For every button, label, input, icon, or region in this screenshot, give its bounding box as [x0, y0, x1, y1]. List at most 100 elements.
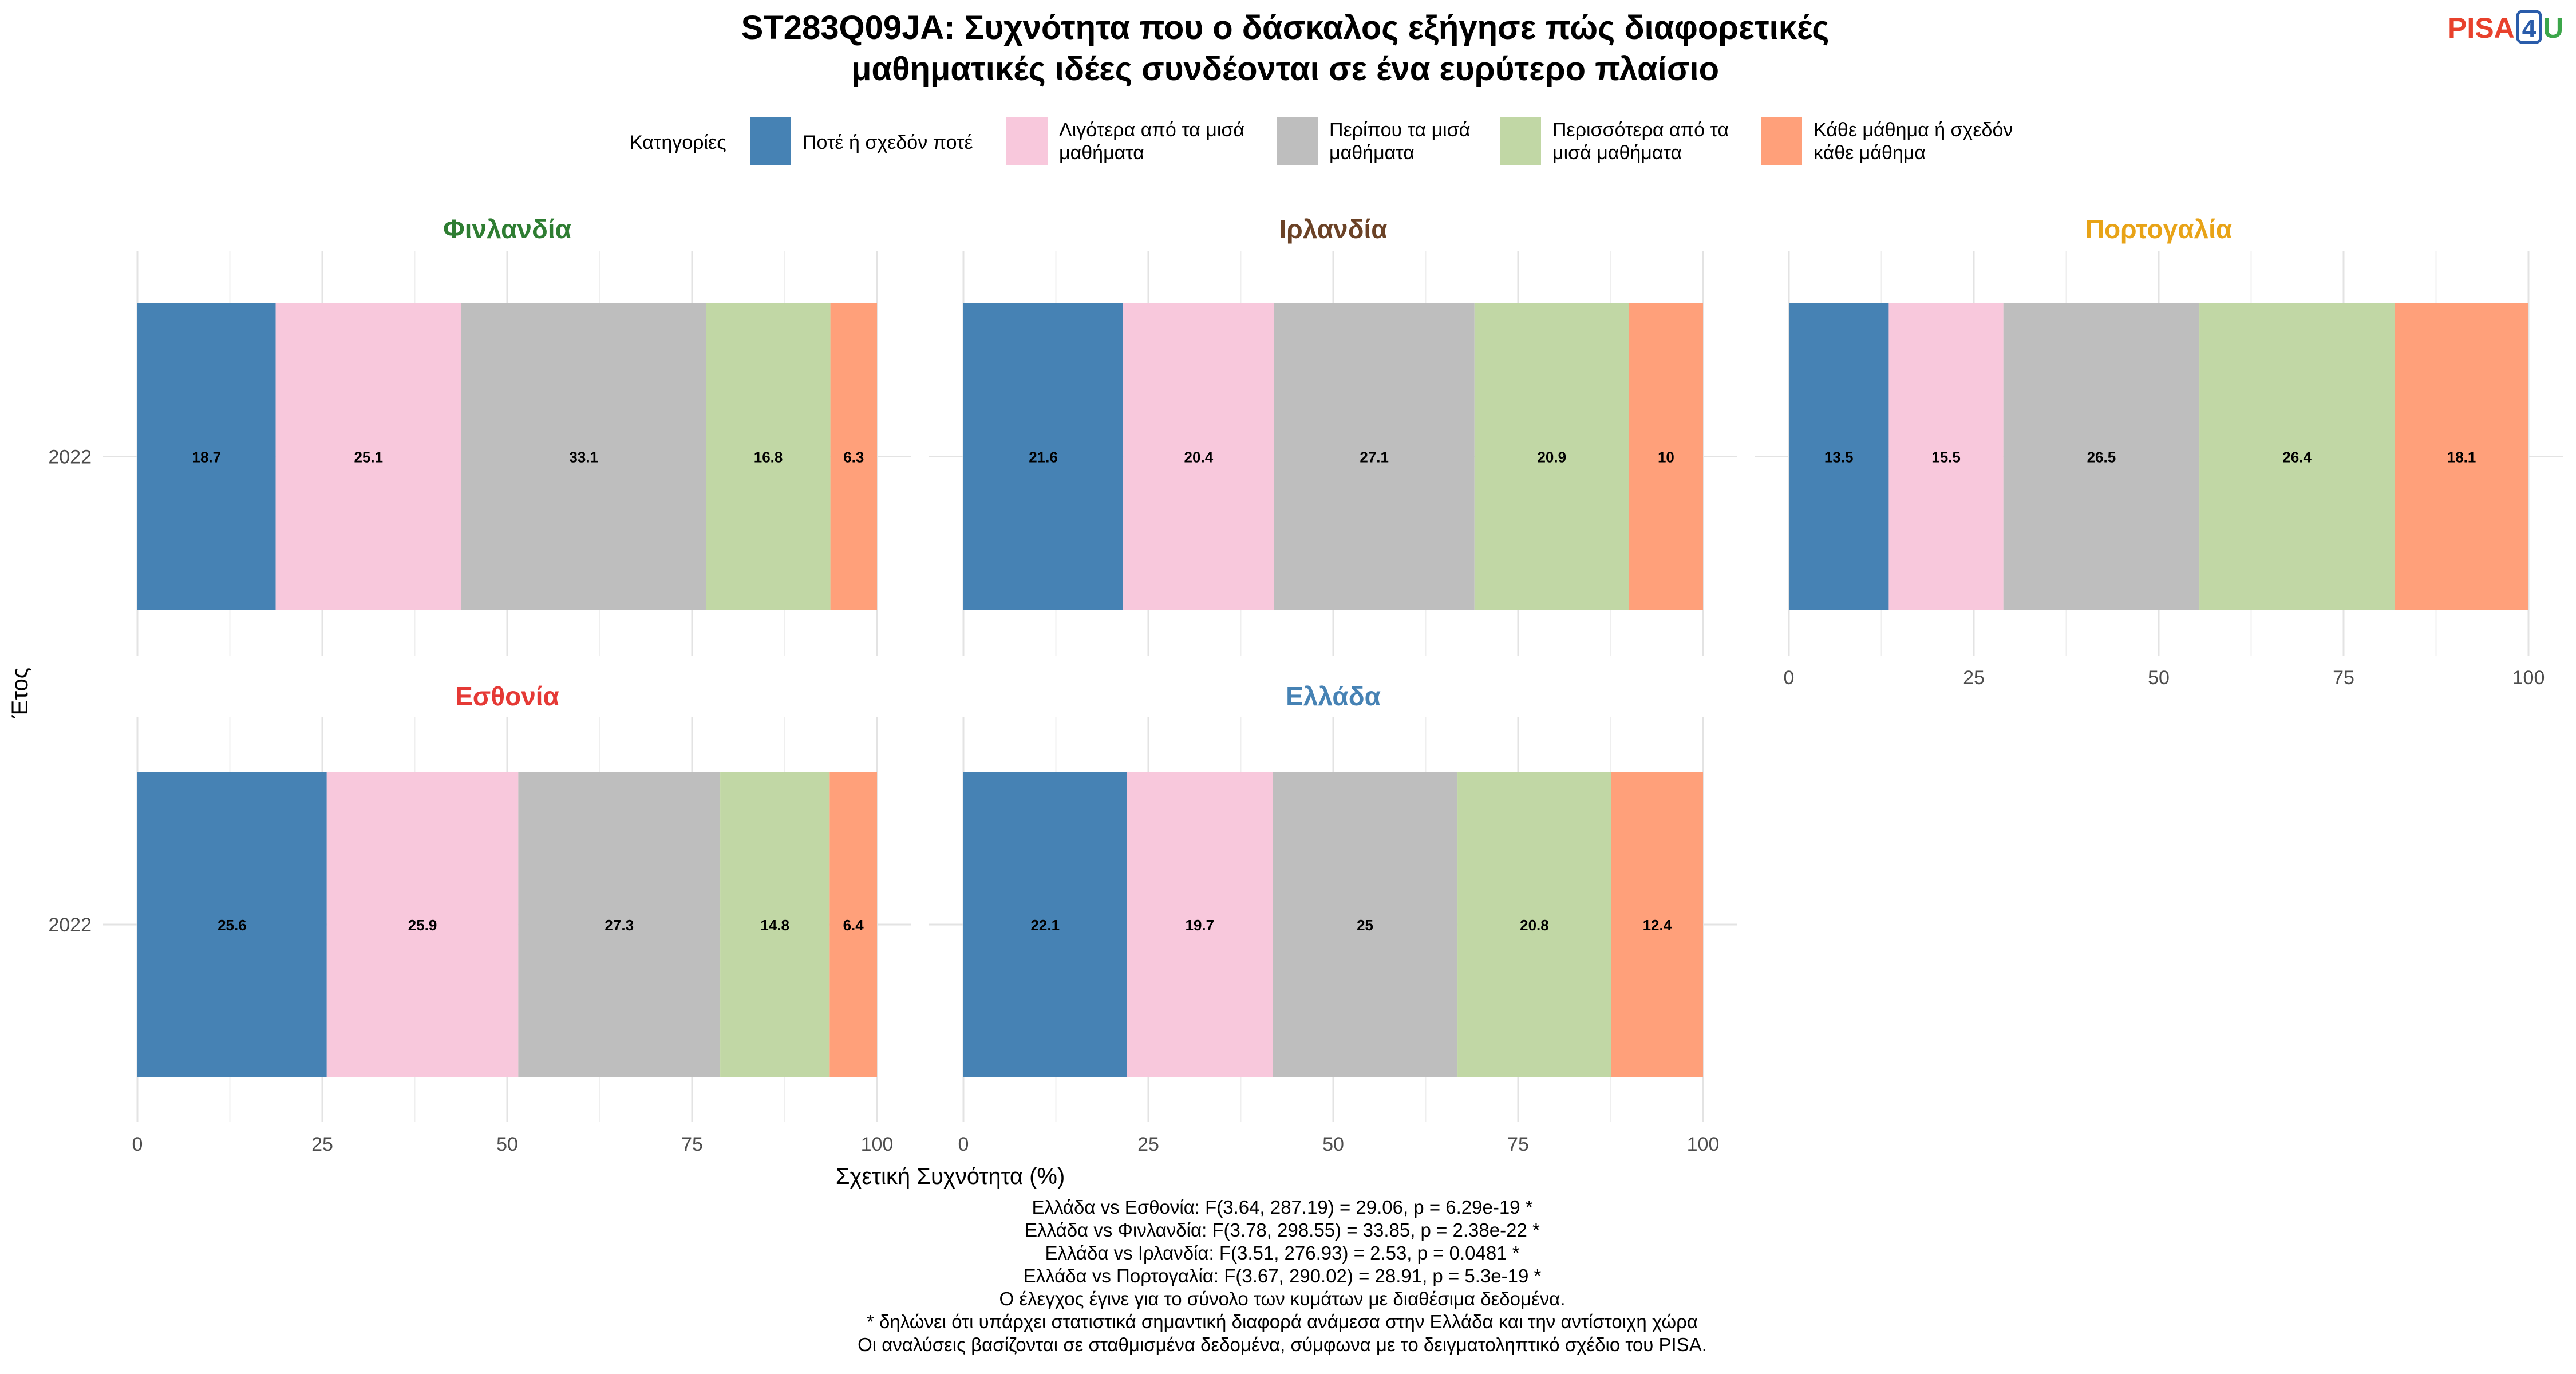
facet-panel: Φινλανδία 18.7 25.1 33.1 16.8 6.3 2022	[48, 214, 911, 656]
footnote-line: * δηλώνει ότι υπάρχει στατιστικά σημαντι…	[867, 1311, 1698, 1332]
legend-swatch	[1277, 117, 1318, 165]
x-tick-label: 50	[2148, 667, 2170, 689]
bar-segment	[2395, 303, 2528, 610]
bar-segment	[2199, 303, 2395, 610]
facet-title: Φινλανδία	[443, 214, 571, 244]
facet-panel: Ιρλανδία 21.6 20.4 27.1 20.9 10	[929, 214, 1737, 656]
bar-segment	[1123, 303, 1274, 610]
x-tick-label: 50	[1322, 1134, 1344, 1155]
footnote-line: Ο έλεγχος έγινε για το σύνολο των κυμάτω…	[999, 1288, 1566, 1309]
legend-label: Λιγότερα από τα μισά	[1059, 119, 1244, 141]
data-label: 27.3	[605, 917, 634, 934]
x-tick-label: 0	[958, 1134, 969, 1155]
x-tick-label: 75	[681, 1134, 703, 1155]
data-label: 25.9	[408, 917, 437, 934]
x-tick-label: 50	[496, 1134, 518, 1155]
legend-swatch	[1761, 117, 1802, 165]
footnote-line: Ελλάδα vs Πορτογαλία: F(3.67, 290.02) = …	[1024, 1265, 1542, 1286]
bar-segment	[706, 303, 831, 610]
data-label: 33.1	[569, 449, 598, 466]
data-label: 20.9	[1537, 449, 1566, 466]
logo-u-text: U	[2543, 12, 2563, 44]
data-label: 25.1	[354, 449, 383, 466]
bar-segment	[2003, 303, 2200, 610]
legend-label: Ποτέ ή σχεδόν ποτέ	[803, 132, 973, 153]
legend-label: Περίπου τα μισά	[1329, 119, 1470, 141]
logo-pisa-text: PISA	[2448, 12, 2515, 44]
facet-title: Εσθονία	[455, 681, 559, 711]
data-label: 14.8	[760, 917, 789, 934]
data-label: 26.5	[2087, 449, 2116, 466]
bar-segment	[1273, 772, 1458, 1077]
bar-segment	[1789, 303, 1889, 610]
facet-panel: Πορτογαλία 13.5 15.5 26.5 26.4 18.1 0 25 50 75 100	[1755, 214, 2563, 689]
bar-segment	[1629, 303, 1703, 610]
data-label: 15.5	[1931, 449, 1961, 466]
data-label: 18.1	[2447, 449, 2476, 466]
data-label: 21.6	[1029, 449, 1058, 466]
data-label: 6.4	[843, 917, 864, 934]
logo-4-box	[2516, 10, 2542, 44]
pisa4u-logo: PISA 4 U	[2448, 10, 2563, 44]
data-label: 10	[1658, 449, 1674, 466]
legend-label: Περισσότερα από τα	[1552, 119, 1729, 141]
data-label: 16.8	[754, 449, 783, 466]
bar-segment	[137, 303, 276, 610]
bar-segment	[1274, 303, 1475, 610]
y-axis-title: Έτος	[7, 668, 33, 718]
facet-title: Πορτογαλία	[2085, 214, 2232, 244]
legend: Κατηγορίες Ποτέ ή σχεδόν ποτέ Λιγότερα απ…	[630, 117, 2013, 165]
footnote-line: Οι αναλύσεις βασίζονται σε σταθμισμένα δ…	[858, 1334, 1707, 1355]
bar-segment	[1888, 303, 2004, 610]
x-tick-label: 0	[1784, 667, 1795, 689]
x-tick-label: 100	[861, 1134, 894, 1155]
data-label: 18.7	[192, 449, 221, 466]
data-label: 19.7	[1185, 917, 1214, 934]
bar-segment	[963, 772, 1127, 1077]
x-tick-label: 0	[132, 1134, 143, 1155]
chart-title-line-1: ST283Q09JA: Συχνότητα που ο δάσκαλος εξή…	[741, 9, 1830, 46]
legend-label: Κάθε μάθημα ή σχεδόν	[1814, 119, 2013, 141]
data-label: 27.1	[1360, 449, 1389, 466]
legend-title: Κατηγορίες	[630, 132, 726, 153]
bar-segment	[326, 772, 519, 1077]
x-tick-label: 75	[2333, 667, 2354, 689]
data-label: 25.6	[218, 917, 247, 934]
x-tick-label: 75	[1507, 1134, 1529, 1155]
bar-segment	[461, 303, 706, 610]
logo-4-text: 4	[2522, 15, 2537, 43]
bar-segment	[518, 772, 721, 1077]
data-label: 13.5	[1824, 449, 1854, 466]
x-tick-label: 25	[1963, 667, 1985, 689]
legend-swatch	[1500, 117, 1541, 165]
legend-label: κάθε μάθημα	[1814, 142, 1926, 164]
legend-items: Ποτέ ή σχεδόν ποτέ Λιγότερα από τα μισά μα…	[750, 117, 2013, 165]
footnote-line: Ελλάδα vs Ιρλανδία: F(3.51, 276.93) = 2.…	[1045, 1242, 1519, 1264]
data-label: 26.4	[2282, 449, 2312, 466]
x-tick-label: 25	[1137, 1134, 1159, 1155]
bar-segment	[1127, 772, 1273, 1077]
legend-label: μαθήματα	[1329, 142, 1415, 164]
data-label: 20.8	[1520, 917, 1549, 934]
bar-segment	[830, 303, 877, 610]
bar-segment	[829, 772, 877, 1077]
bar-segment	[1611, 772, 1703, 1077]
x-tick-label: 25	[311, 1134, 333, 1155]
facet-panel: Εσθονία 25.6 25.9 27.3 14.8 6.4 2022 0 25 50 75 100	[48, 681, 911, 1155]
facet-panel: Ελλάδα 22.1 19.7 25 20.8 12.4 0 25 50 75 100	[929, 681, 1737, 1155]
data-label: 20.4	[1184, 449, 1214, 466]
data-label: 22.1	[1030, 917, 1060, 934]
data-label: 12.4	[1643, 917, 1672, 934]
bar-segment	[720, 772, 830, 1077]
footnote-line: Ελλάδα vs Εσθονία: F(3.64, 287.19) = 29.…	[1032, 1197, 1532, 1218]
chart-title-line-2: μαθηματικές ιδέες συνδέονται σε ένα ευρύ…	[851, 50, 1719, 88]
x-tick-label: 100	[1687, 1134, 1720, 1155]
x-tick-label: 100	[2512, 667, 2545, 689]
data-label: 25	[1357, 917, 1373, 934]
y-tick-label: 2022	[48, 914, 92, 936]
bar-segment	[137, 772, 327, 1077]
bar-segment	[963, 303, 1124, 610]
bar-segment	[275, 303, 461, 610]
